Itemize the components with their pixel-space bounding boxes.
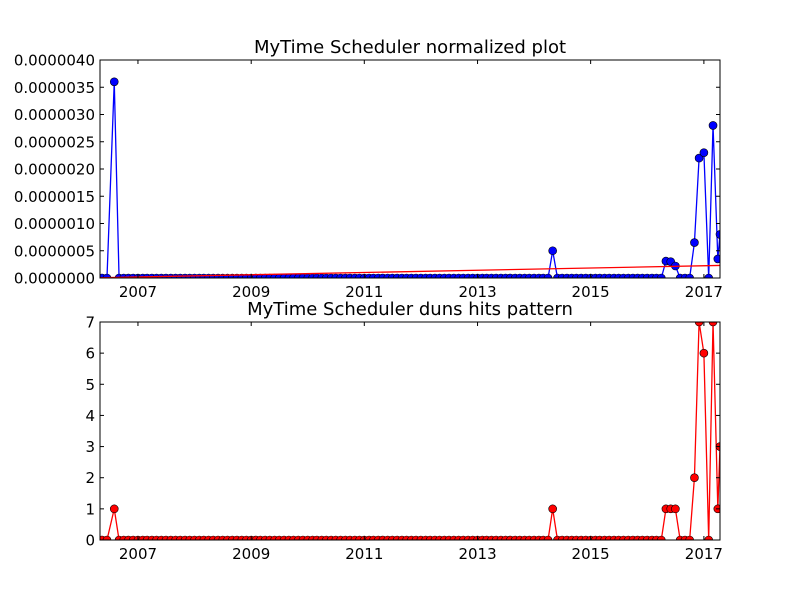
y-tick-label: 4 bbox=[85, 407, 95, 425]
plot-area bbox=[100, 322, 720, 540]
data-point bbox=[699, 148, 709, 157]
data-point bbox=[694, 322, 704, 327]
data-point bbox=[685, 273, 694, 278]
series-line-0 bbox=[102, 81, 720, 278]
data-point bbox=[690, 238, 699, 247]
data-point bbox=[543, 273, 553, 278]
chart-title-duns-hits: MyTime Scheduler duns hits pattern bbox=[247, 299, 573, 320]
x-tick-label: 2007 bbox=[119, 283, 157, 301]
x-tick-label: 2017 bbox=[685, 545, 723, 563]
axes-frame bbox=[99, 59, 721, 279]
y-tick-label: 0.0000010 bbox=[14, 215, 95, 233]
data-point bbox=[109, 504, 119, 514]
y-tick-label: 0.0000030 bbox=[14, 106, 95, 124]
y-tick-label: 6 bbox=[85, 345, 95, 363]
y-tick-label: 1 bbox=[85, 500, 95, 518]
data-point bbox=[715, 230, 720, 239]
y-tick-label: 5 bbox=[85, 376, 95, 394]
data-point bbox=[708, 121, 718, 130]
y-tick-label: 0.0000000 bbox=[14, 270, 95, 288]
data-point bbox=[690, 473, 699, 483]
x-tick-label: 2009 bbox=[232, 283, 270, 301]
data-point bbox=[102, 535, 112, 540]
data-point bbox=[704, 273, 713, 278]
x-tick-label: 2009 bbox=[232, 545, 270, 563]
data-point bbox=[699, 348, 709, 358]
data-point bbox=[656, 535, 666, 540]
y-tick-label: 7 bbox=[85, 314, 95, 332]
x-tick-label: 2017 bbox=[685, 283, 723, 301]
data-point bbox=[685, 535, 694, 540]
x-tick-label: 2013 bbox=[458, 545, 496, 563]
data-point bbox=[543, 535, 553, 540]
data-point bbox=[694, 153, 704, 163]
data-point bbox=[548, 504, 557, 514]
chart-title-normalized: MyTime Scheduler normalized plot bbox=[254, 37, 566, 58]
y-tick-label: 0 bbox=[85, 532, 95, 550]
y-tick-label: 2 bbox=[85, 469, 95, 487]
x-tick-label: 2007 bbox=[119, 545, 157, 563]
x-tick-label: 2013 bbox=[458, 283, 496, 301]
x-tick-label: 2011 bbox=[345, 545, 383, 563]
plot-area bbox=[100, 77, 720, 278]
y-tick-label: 0.0000035 bbox=[14, 79, 95, 97]
x-tick-label: 2015 bbox=[572, 545, 610, 563]
y-tick-label: 0.0000020 bbox=[14, 161, 95, 179]
x-tick-label: 2011 bbox=[345, 283, 383, 301]
axes-frame bbox=[99, 321, 721, 541]
data-point bbox=[704, 535, 713, 540]
data-point bbox=[656, 273, 666, 278]
y-tick-label: 3 bbox=[85, 438, 95, 456]
y-tick-label: 0.0000025 bbox=[14, 133, 95, 151]
x-tick-label: 2015 bbox=[572, 283, 610, 301]
data-point bbox=[708, 322, 718, 327]
y-tick-label: 0.0000040 bbox=[14, 52, 95, 70]
normalized-plot-panel: MyTime Scheduler normalized plot 2007 200… bbox=[14, 37, 723, 301]
y-tick-label: 0.0000005 bbox=[14, 242, 95, 260]
data-point bbox=[671, 504, 680, 514]
duns-hits-panel: MyTime Scheduler duns hits pattern 2007 2… bbox=[85, 299, 723, 563]
data-point bbox=[548, 246, 557, 256]
series-line-1 bbox=[100, 264, 720, 278]
y-tick-label: 0.0000015 bbox=[14, 188, 95, 206]
series-line-0 bbox=[102, 322, 720, 540]
data-point bbox=[109, 77, 119, 87]
data-point bbox=[713, 254, 720, 264]
